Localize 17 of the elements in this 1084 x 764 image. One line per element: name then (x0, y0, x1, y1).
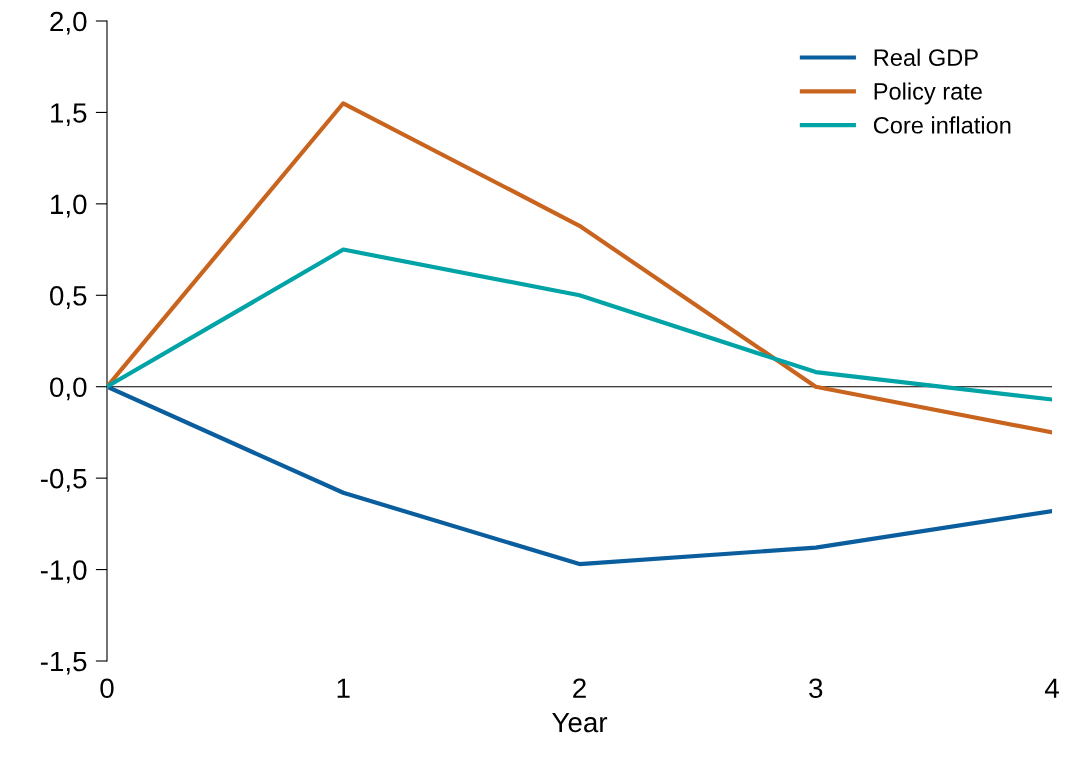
y-tick-label: -1,0 (40, 560, 87, 584)
y-tick-label: 2,0 (50, 11, 87, 35)
x-tick-label: 1 (337, 678, 350, 698)
legend-label: Real GDP (874, 48, 978, 66)
x-tick-label: 4 (1044, 678, 1059, 698)
y-tick-label: -1,5 (40, 651, 87, 675)
y-tick-label: 1,5 (51, 103, 87, 127)
legend-label: Policy rate (874, 82, 982, 105)
x-tick-label: 0 (100, 678, 114, 699)
x-tick-label: 2 (573, 678, 586, 698)
y-tick-label: 1,0 (51, 194, 87, 218)
legend-label: Core inflation (873, 116, 1011, 134)
y-tick-label: 0,5 (50, 285, 87, 309)
x-axis-title: Year (552, 712, 608, 733)
y-tick-label: -0,5 (40, 468, 87, 492)
y-tick-label: 0,0 (50, 377, 87, 401)
x-tick-label: 3 (809, 678, 823, 699)
